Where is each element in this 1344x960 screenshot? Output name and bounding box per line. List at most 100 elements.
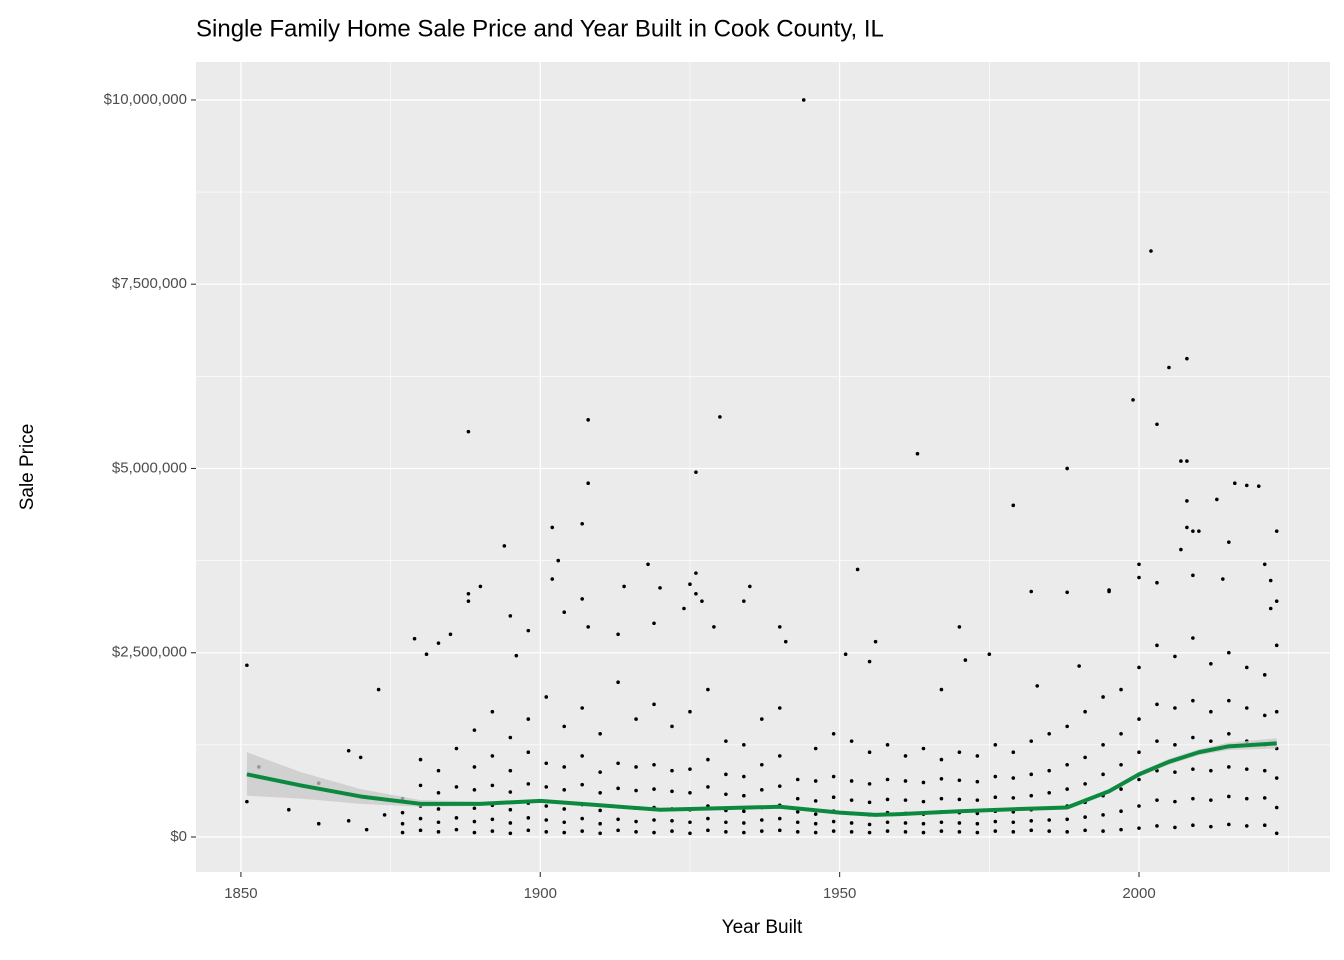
point <box>1185 356 1189 361</box>
point <box>1107 589 1111 594</box>
point <box>544 785 549 789</box>
point <box>724 739 728 743</box>
point <box>939 796 944 801</box>
point <box>466 429 471 434</box>
point <box>466 591 471 596</box>
point <box>454 827 459 832</box>
point <box>1209 824 1213 829</box>
point <box>1035 684 1040 688</box>
point <box>1047 818 1051 822</box>
point <box>1191 823 1195 827</box>
point <box>1262 768 1267 773</box>
point <box>760 717 764 721</box>
point <box>1244 767 1249 771</box>
point <box>1101 695 1105 699</box>
point <box>1233 481 1237 486</box>
point <box>885 829 890 833</box>
point <box>1209 709 1213 714</box>
point <box>957 625 962 629</box>
point <box>1047 732 1051 736</box>
point <box>670 818 674 823</box>
point <box>358 755 363 760</box>
point <box>1029 589 1034 594</box>
point <box>1191 767 1195 771</box>
point <box>1197 529 1201 533</box>
point <box>760 762 764 767</box>
point <box>1047 768 1051 773</box>
point <box>1065 817 1069 822</box>
point <box>1209 798 1213 802</box>
point <box>400 810 405 815</box>
point <box>472 806 477 811</box>
point <box>1047 829 1051 833</box>
point <box>646 562 650 567</box>
point <box>903 821 908 825</box>
point <box>1262 562 1267 567</box>
point <box>987 652 992 657</box>
point <box>1137 562 1141 567</box>
point <box>706 687 710 692</box>
point <box>1011 830 1016 834</box>
point <box>412 636 417 641</box>
point <box>526 628 531 633</box>
point <box>867 782 872 786</box>
point <box>903 830 908 834</box>
point <box>1101 743 1105 747</box>
point <box>652 702 656 707</box>
point <box>957 778 962 783</box>
point <box>688 767 692 771</box>
point <box>670 768 674 773</box>
smooth-line <box>246 741 1277 817</box>
point <box>1209 661 1213 666</box>
point <box>742 743 746 747</box>
point <box>1029 772 1034 777</box>
point <box>777 754 782 758</box>
point <box>706 785 710 789</box>
point <box>652 787 656 791</box>
point <box>1227 822 1231 827</box>
point <box>1083 828 1087 833</box>
point <box>1149 249 1153 253</box>
point <box>1101 813 1105 817</box>
point <box>508 614 513 618</box>
point <box>688 582 692 586</box>
point <box>1083 782 1087 786</box>
point <box>580 706 584 710</box>
point <box>867 750 872 755</box>
point <box>1227 650 1231 655</box>
point <box>1173 654 1177 659</box>
point <box>616 761 620 766</box>
point <box>1173 825 1177 830</box>
point <box>616 817 620 822</box>
point <box>1137 665 1141 670</box>
point <box>706 816 710 821</box>
point <box>586 418 590 422</box>
point <box>742 793 746 798</box>
point <box>975 821 980 826</box>
point <box>598 770 602 774</box>
point <box>346 818 351 823</box>
point <box>831 732 836 736</box>
point <box>1173 799 1177 804</box>
point <box>1065 830 1069 834</box>
point <box>831 774 836 779</box>
point <box>472 788 477 792</box>
point <box>957 750 962 755</box>
point <box>724 820 728 825</box>
point <box>777 816 782 821</box>
point <box>586 481 590 486</box>
point <box>526 750 531 755</box>
point <box>867 830 872 835</box>
point <box>1274 709 1279 714</box>
point <box>921 799 926 804</box>
point <box>562 610 567 614</box>
point <box>598 821 602 826</box>
point <box>598 831 602 836</box>
point <box>580 816 584 821</box>
point <box>993 774 998 779</box>
point <box>885 743 890 747</box>
point <box>1047 790 1051 795</box>
point <box>556 558 561 563</box>
point <box>688 709 692 714</box>
point <box>1227 732 1231 736</box>
